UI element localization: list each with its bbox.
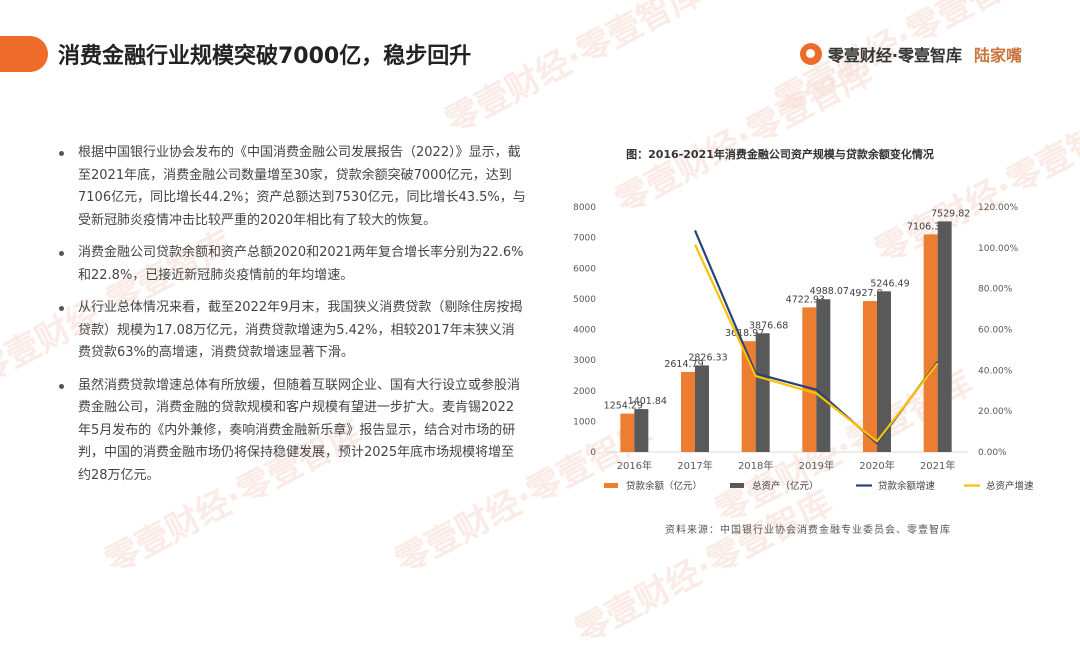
x-tick-label: 2019年: [799, 459, 834, 472]
chart-title: 图：2016-2021年消费金融公司资产规模与贷款余额变化情况: [626, 148, 934, 161]
bar-loan: [681, 371, 695, 452]
y-right-tick-label: 60.00%: [978, 326, 1013, 336]
bullet-item: 消费金融公司贷款余额和资产总额2020和2021两年复合增长率分别为22.6%和…: [56, 242, 526, 287]
bar-asset: [937, 221, 952, 452]
line-series-asset-growth: [694, 244, 939, 443]
page-title: 消费金融行业规模突破7000亿，稳步回升: [58, 44, 472, 69]
data-label: 2614.79: [664, 359, 703, 370]
y-left-tick-label: 1000: [573, 417, 596, 427]
bullet-item: 虽然消费贷款增速总体有所放缓，但随着互联网企业、国有大行设立或参股消费金融公司，…: [56, 375, 526, 488]
y-left-tick-label: 3000: [573, 356, 596, 366]
bar-loan: [863, 301, 877, 452]
data-label: 7529.82: [931, 208, 970, 219]
x-tick-label: 2017年: [677, 459, 712, 472]
data-label: 3618.97: [725, 328, 764, 339]
legend-label: 贷款余额（亿元）: [626, 480, 702, 492]
y-left-tick-label: 4000: [573, 326, 596, 336]
watermark-text: 零壹财经·零壹智库: [568, 483, 840, 653]
data-label: 7106.32: [907, 221, 946, 232]
watermark-text: 零壹财经·零壹智库: [868, 103, 1080, 273]
lingyi-logo-icon: [799, 43, 822, 65]
data-label: 4927.8: [849, 288, 882, 299]
data-label: 1254.29: [604, 401, 643, 412]
bar-asset: [695, 365, 709, 452]
brand-secondary: 陆家嘴: [973, 46, 1022, 65]
bar-loan: [620, 413, 635, 452]
bar-loan: [923, 234, 938, 452]
y-left-tick-label: 6000: [573, 264, 596, 274]
bar-asset: [877, 291, 891, 452]
data-label: 4722.93: [786, 294, 825, 305]
brand-logo-group: 零壹财经·零壹智库 陆家嘴: [799, 42, 1022, 66]
data-label: 2826.33: [688, 352, 727, 363]
watermark-text: 零壹财经·零壹智库: [608, 53, 880, 223]
x-tick-label: 2016年: [617, 459, 652, 472]
legend-label: 贷款余额增速: [878, 480, 936, 492]
bar-asset: [755, 333, 770, 452]
y-right-tick-label: 40.00%: [978, 366, 1013, 376]
brand-primary: 零壹财经·零壹智库: [827, 46, 962, 65]
y-left-tick-label: 5000: [573, 295, 596, 305]
legend-swatch: [730, 483, 744, 488]
y-left-tick-label: 8000: [573, 203, 596, 213]
x-tick-label: 2018年: [738, 459, 773, 472]
x-tick-label: 2020年: [859, 459, 894, 472]
legend-swatch: [604, 483, 618, 488]
x-tick-label: 2021年: [920, 459, 955, 472]
data-label: 3876.68: [749, 320, 788, 331]
bar-asset: [816, 299, 831, 452]
bullet-item: 从行业总体情况来看，截至2022年9月末，我国狭义消费贷款（剔除住房按揭贷款）规…: [56, 297, 526, 365]
y-right-tick-label: 0.00%: [978, 448, 1007, 458]
watermark-text: 零壹财经·零壹智库: [708, 363, 980, 533]
y-right-tick-label: 100.00%: [978, 244, 1018, 254]
y-left-tick-label: 2000: [573, 387, 596, 397]
title-accent-bar: [0, 36, 48, 72]
y-right-tick-label: 80.00%: [978, 285, 1013, 295]
y-right-tick-label: 120.00%: [978, 203, 1018, 213]
bullet-item: 根据中国银行业协会发布的《中国消费金融公司发展报告（2022）》显示，截至202…: [56, 142, 526, 232]
bar-loan: [802, 307, 817, 452]
y-right-tick-label: 20.00%: [978, 407, 1013, 417]
y-left-tick-label: 0: [590, 448, 596, 458]
line-series-loan-growth: [693, 230, 939, 445]
data-label: 1401.84: [628, 396, 667, 407]
bar-asset: [634, 409, 649, 452]
source-note: 资料来源：中国银行业协会消费金融专业委员会、零壹智库: [665, 525, 951, 536]
data-label: 5246.49: [870, 278, 909, 289]
legend-label: 总资产增速: [986, 480, 1034, 492]
y-left-tick-label: 7000: [573, 234, 596, 244]
bullet-list: 根据中国银行业协会发布的《中国消费金融公司发展报告（2022）》显示，截至202…: [56, 142, 526, 497]
watermark-text: 零壹财经·零壹智库: [438, 0, 710, 143]
data-label: 4988.07: [810, 286, 849, 297]
bar-loan: [741, 341, 756, 452]
legend-label: 总资产（亿元）: [752, 480, 819, 492]
